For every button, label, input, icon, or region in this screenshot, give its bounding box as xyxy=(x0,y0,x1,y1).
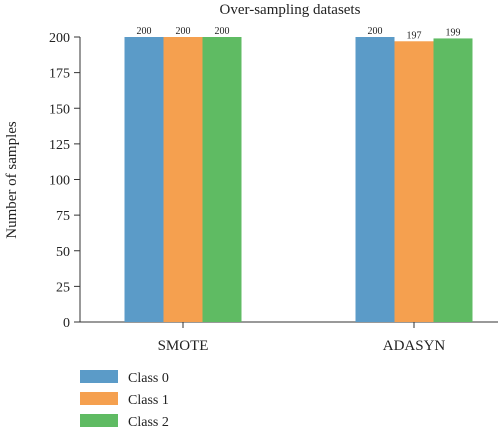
legend-swatch xyxy=(80,414,118,427)
y-tick-label: 125 xyxy=(49,138,70,153)
x-axis: SMOTE ADASYN xyxy=(80,321,498,354)
y-tick-label: 175 xyxy=(49,67,70,82)
data-label: 199 xyxy=(446,27,461,38)
x-tick-label: SMOTE xyxy=(158,338,209,354)
bar xyxy=(202,37,242,322)
y-tick-label: 100 xyxy=(49,174,70,189)
data-label: 197 xyxy=(407,30,422,41)
legend-swatch xyxy=(80,370,118,383)
bar xyxy=(433,38,473,323)
y-axis: 0 25 50 75 100 125 150 175 200 xyxy=(49,31,81,331)
x-tick-label: ADASYN xyxy=(383,338,446,354)
chart-title: Over-sampling datasets xyxy=(220,2,361,18)
legend-label: Class 1 xyxy=(128,393,169,408)
data-label: 200 xyxy=(368,26,383,37)
bar xyxy=(124,37,164,322)
y-tick-label: 50 xyxy=(56,245,70,260)
legend-label: Class 0 xyxy=(128,371,169,386)
data-label: 200 xyxy=(215,26,230,37)
y-tick-label: 200 xyxy=(49,31,70,46)
bar xyxy=(355,37,395,322)
data-label: 200 xyxy=(137,26,152,37)
y-tick-label: 75 xyxy=(56,209,70,224)
y-tick-label: 0 xyxy=(63,316,70,331)
y-tick-label: 150 xyxy=(49,102,70,117)
data-label: 200 xyxy=(176,26,191,37)
bar xyxy=(163,37,203,322)
legend-swatch xyxy=(80,392,118,405)
y-axis-label: Number of samples xyxy=(4,121,20,239)
legend-label: Class 2 xyxy=(128,415,169,430)
legend: Class 0 Class 1 Class 2 xyxy=(80,370,169,430)
bar xyxy=(394,41,434,323)
y-tick-label: 25 xyxy=(56,280,70,295)
bars-group: 200 200 200 200 197 199 xyxy=(124,26,473,323)
